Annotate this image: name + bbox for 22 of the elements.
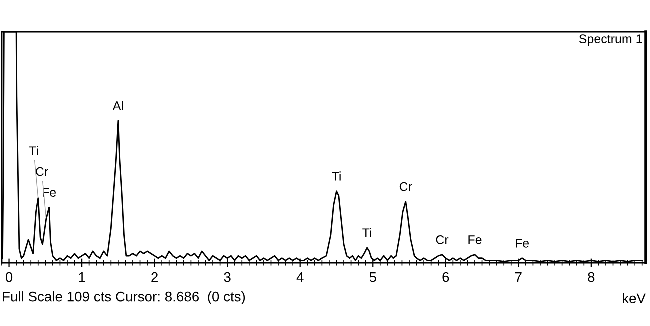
x-tick-label: 5: [370, 272, 376, 282]
x-tick-label: 2: [152, 272, 158, 282]
x-axis-title: keV: [623, 293, 646, 304]
annotation: Cr: [36, 167, 48, 176]
x-tick-label: 0: [6, 272, 13, 282]
text: Full Scale 109 cts Cursor: 8.686 (0 cts): [3, 292, 246, 304]
annotation: Cr: [436, 236, 449, 244]
x-tick-label: 8: [588, 272, 595, 282]
annotation: Spectrum 1: [579, 34, 642, 46]
x-tick-label: 6: [442, 272, 450, 282]
annotation: Fe: [516, 239, 530, 248]
x-tick-label: 4: [296, 272, 304, 282]
annotation: Ti: [332, 172, 341, 181]
x-tick-label: 3: [224, 272, 231, 282]
annotation: Ti: [362, 228, 372, 238]
annotation: Al: [112, 101, 124, 110]
x-tick-label: 7: [516, 272, 522, 282]
annotation: Cr: [400, 182, 412, 192]
annotation: Fe: [468, 236, 482, 244]
x-tick-label: 1: [79, 272, 86, 282]
annotation: Ti: [29, 146, 38, 156]
annotation: Fe: [43, 188, 56, 198]
